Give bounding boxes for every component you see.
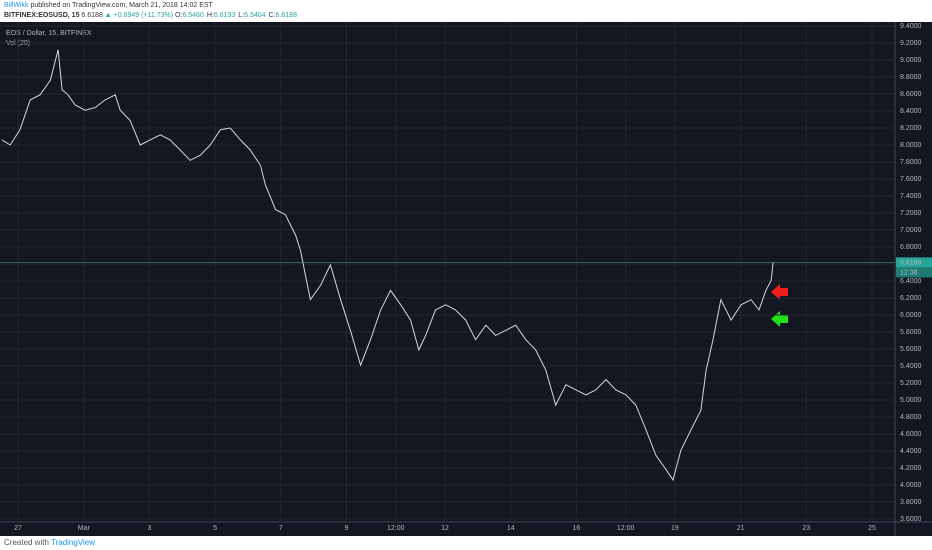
y-tick-label: 3.8000 [900,499,922,506]
x-tick-label: Mar [78,525,91,532]
price-label: 6.6188 [900,259,922,266]
x-tick-label: 27 [14,525,22,532]
y-tick-label: 6.2000 [900,295,922,302]
y-tick-label: 8.0000 [900,142,922,149]
y-tick-label: 5.2000 [900,380,922,387]
y-tick-label: 5.4000 [900,363,922,370]
y-tick-label: 9.4000 [900,23,922,30]
y-tick-label: 4.6000 [900,431,922,438]
y-tick-label: 6.8000 [900,244,922,251]
header-line: BillWikk published on TradingView.com, M… [4,2,213,9]
y-tick-label: 7.2000 [900,210,922,217]
y-tick-label: 6.4000 [900,278,922,285]
y-tick-label: 4.8000 [900,414,922,421]
change: ▲ +0.6949 (+11.73%) [104,12,174,19]
chart-title: EOS / Dollar, 15, BITFINEX [6,30,92,37]
quote-value: 6.5404 [244,12,266,19]
x-tick-label: 23 [802,525,810,532]
x-tick-label: 21 [737,525,745,532]
quote-key: L: [238,12,245,19]
x-tick-label: 3 [147,525,151,532]
y-tick-label: 8.8000 [900,74,922,81]
y-tick-label: 8.6000 [900,91,922,98]
quote-value: 6.6188 [275,12,297,19]
x-tick-label: 19 [671,525,679,532]
x-tick-label: 12:00 [387,525,405,532]
author: BillWikk [4,2,29,9]
y-tick-label: 5.8000 [900,329,922,336]
price-label-box [896,257,932,268]
y-tick-label: 7.6000 [900,176,922,183]
y-tick-label: 8.4000 [900,108,922,115]
price-line [1,49,774,482]
y-tick-label: 3.6000 [900,516,922,523]
background [0,22,932,536]
x-tick-label: 12:00 [617,525,635,532]
last: 6.6188 [81,12,103,19]
y-tick-label: 7.0000 [900,227,922,234]
x-tick-label: 25 [868,525,876,532]
y-tick-label: 7.8000 [900,159,922,166]
y-tick-label: 4.4000 [900,448,922,455]
quote-line: BITFINEX:EOSUSD, 15 6.6188 ▲ +0.6949 (+1… [4,12,300,19]
countdown: 12:38 [900,269,918,276]
brand: TradingView [51,538,96,547]
y-tick-label: 4.0000 [900,482,922,489]
x-tick-label: 12 [441,525,449,532]
x-tick-label: 16 [573,525,581,532]
red-arrow [771,284,788,300]
x-tick-label: 7 [279,525,283,532]
y-tick-label: 9.2000 [900,40,922,47]
y-tick-label: 6.0000 [900,312,922,319]
y-tick-label: 5.6000 [900,346,922,353]
y-tick-label: 9.0000 [900,57,922,64]
quotes: O:6.5460 H:6.6193 L:6.5404 C:6.6188 [175,12,300,19]
symbol: BITFINEX:EOSUSD, 15 [4,12,80,19]
y-tick-label: 5.0000 [900,397,922,404]
countdown-box [896,267,932,278]
published: published on TradingView.com, March 21, … [30,2,213,9]
created: Created with [4,538,49,547]
quote-key: H: [206,12,214,19]
quote-value: 6.6193 [213,12,236,19]
x-tick-label: 9 [345,525,349,532]
y-tick-label: 8.2000 [900,125,922,132]
x-tick-label: 5 [213,525,217,532]
chart: EOS / Dollar, 15, BITFINEX Vol (20) 3.60… [0,22,932,536]
quote-value: 6.5460 [182,12,204,19]
x-tick-label: 14 [507,525,515,532]
y-tick-label: 4.2000 [900,465,922,472]
quote-key: C: [268,12,276,19]
footer: Created with TradingView [4,538,95,547]
quote-key: O: [175,12,183,19]
y-tick-label: 7.4000 [900,193,922,200]
